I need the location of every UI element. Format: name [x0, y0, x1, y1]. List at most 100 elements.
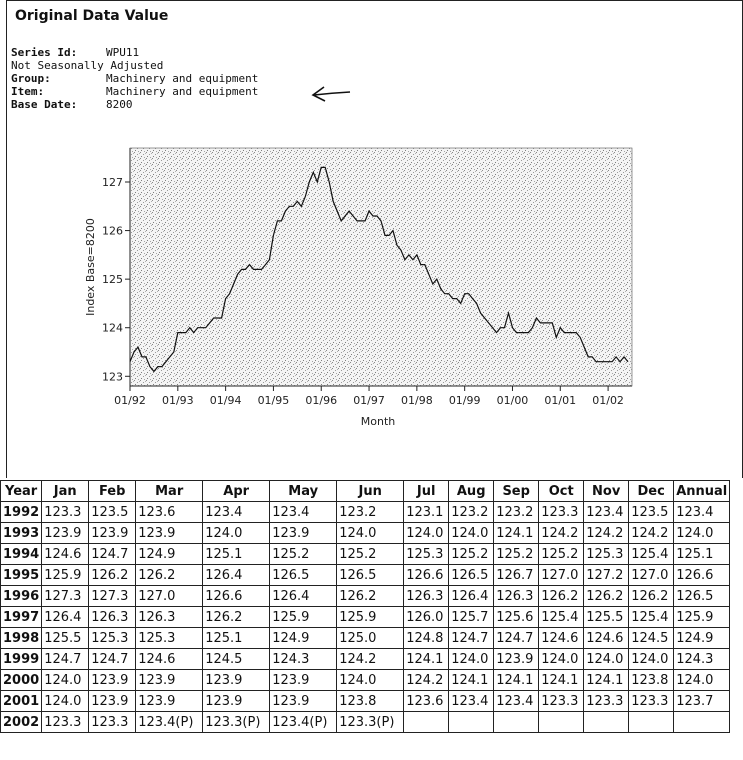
table-cell: 124.5	[202, 648, 271, 670]
series-line-wpu11	[129, 166, 629, 373]
x-axis-label: Month	[361, 415, 396, 428]
item-row: Item: Machinery and equipment	[11, 85, 258, 98]
group-row: Group: Machinery and equipment	[11, 72, 258, 85]
table-cell: 126.3	[403, 585, 450, 607]
base-date-row: Base Date: 8200	[11, 98, 133, 111]
table-cell: 123.2	[336, 501, 405, 523]
table-cell: 123.3	[88, 711, 137, 733]
table-cell: 125.2	[448, 543, 495, 565]
table-cell	[673, 711, 731, 733]
table-cell: 124.2	[403, 669, 450, 691]
table-cell: 123.1	[403, 501, 450, 523]
table-cell: 125.3	[583, 543, 630, 565]
table-cell: 126.4	[448, 585, 495, 607]
y-tick-label: 124	[102, 322, 123, 335]
table-cell: 123.3	[538, 690, 585, 712]
table-cell: 124.1	[493, 522, 540, 544]
header-aug: Aug	[448, 480, 495, 502]
table-cell: 124.0	[448, 522, 495, 544]
data-table: Year Jan Feb Mar Apr May Jun Jul Aug Sep…	[0, 480, 731, 733]
table-cell: 125.7	[448, 606, 495, 628]
table-cell: 123.4	[493, 690, 540, 712]
table-row: 2002 123.3 123.3 123.4(P) 123.3(P) 123.4(P) 12…	[0, 711, 731, 733]
table-cell: 126.2	[336, 585, 405, 607]
table-cell: 124.9	[269, 627, 338, 649]
table-cell: 124.0	[628, 648, 675, 670]
y-axis-label: Index Base=8200	[84, 218, 97, 316]
table-cell: 124.1	[538, 669, 585, 691]
y-tick-label: 127	[102, 176, 123, 189]
base-date-value: 8200	[106, 98, 133, 111]
table-cell-year: 2000	[0, 669, 43, 691]
table-cell: 125.5	[41, 627, 90, 649]
table-cell	[403, 711, 450, 733]
table-cell: 124.5	[628, 627, 675, 649]
header-annual: Annual	[673, 480, 731, 502]
header-feb: Feb	[88, 480, 137, 502]
table-cell-year: 1996	[0, 585, 43, 607]
table-cell: 125.3	[88, 627, 137, 649]
table-cell: 123.6	[403, 690, 450, 712]
table-cell: 125.4	[628, 606, 675, 628]
table-cell: 124.6	[538, 627, 585, 649]
series-id-row: Series Id: WPU11	[11, 46, 139, 59]
header-dec: Dec	[628, 480, 675, 502]
header-sep: Sep	[493, 480, 540, 502]
table-cell: 123.7	[673, 690, 731, 712]
header-apr: Apr	[202, 480, 271, 502]
table-cell: 125.2	[336, 543, 405, 565]
table-cell: 126.6	[202, 585, 271, 607]
x-tick-label: 01/95	[258, 394, 290, 407]
page-title: Original Data Value	[15, 8, 169, 24]
table-cell: 123.3	[41, 711, 90, 733]
header-jun: Jun	[336, 480, 405, 502]
table-cell: 125.2	[538, 543, 585, 565]
table-cell: 124.2	[336, 648, 405, 670]
table-cell: 127.0	[538, 564, 585, 586]
x-tick-label: 01/94	[210, 394, 242, 407]
table-cell: 123.3	[538, 501, 585, 523]
table-cell: 124.7	[88, 648, 137, 670]
table-cell: 124.0	[41, 669, 90, 691]
y-tick-label: 125	[102, 273, 123, 286]
base-date-label: Base Date:	[11, 98, 78, 111]
table-cell: 124.0	[336, 669, 405, 691]
x-tick-label: 01/01	[544, 394, 576, 407]
table-cell: 123.3(P)	[336, 711, 405, 733]
table-cell: 124.0	[41, 690, 90, 712]
table-cell: 124.7	[88, 543, 137, 565]
table-cell: 123.4	[269, 501, 338, 523]
table-header-row: Year Jan Feb Mar Apr May Jun Jul Aug Sep…	[0, 480, 731, 502]
item-value: Machinery and equipment	[106, 85, 259, 98]
table-cell: 126.2	[202, 606, 271, 628]
table-cell-year: 1995	[0, 564, 43, 586]
table-cell: 126.3	[135, 606, 204, 628]
table-cell: 123.3	[628, 690, 675, 712]
table-cell: 123.9	[88, 669, 137, 691]
table-cell: 124.0	[202, 522, 271, 544]
header-mar: Mar	[135, 480, 204, 502]
table-cell: 124.2	[538, 522, 585, 544]
table-cell: 123.3	[583, 690, 630, 712]
table-cell: 127.3	[41, 585, 90, 607]
table-row: 2000 124.0 123.9 123.9 123.9 123.9 124.0 124.2 1…	[0, 669, 731, 691]
table-cell: 124.1	[583, 669, 630, 691]
table-cell: 125.4	[628, 543, 675, 565]
table-cell: 126.5	[673, 585, 731, 607]
table-cell: 123.3(P)	[202, 711, 271, 733]
table-body: 1992 123.3 123.5 123.6 123.4 123.4 123.2 123.1 1…	[0, 501, 731, 733]
table-cell: 124.9	[135, 543, 204, 565]
table-cell: 125.3	[135, 627, 204, 649]
table-cell: 124.1	[403, 648, 450, 670]
table-cell: 123.9	[88, 690, 137, 712]
y-tick-label: 123	[102, 370, 123, 383]
table-cell: 123.3	[41, 501, 90, 523]
table-cell-year: 1994	[0, 543, 43, 565]
table-row: 1994 124.6 124.7 124.9 125.1 125.2 125.2 125.3 1…	[0, 543, 731, 565]
table-cell: 126.5	[269, 564, 338, 586]
table-cell: 123.9	[135, 690, 204, 712]
table-cell: 126.4	[269, 585, 338, 607]
table-row: 2001 124.0 123.9 123.9 123.9 123.9 123.8 123.6 1…	[0, 690, 731, 712]
table-cell: 126.2	[583, 585, 630, 607]
table-row: 1999 124.7 124.7 124.6 124.5 124.3 124.2 124.1 1…	[0, 648, 731, 670]
